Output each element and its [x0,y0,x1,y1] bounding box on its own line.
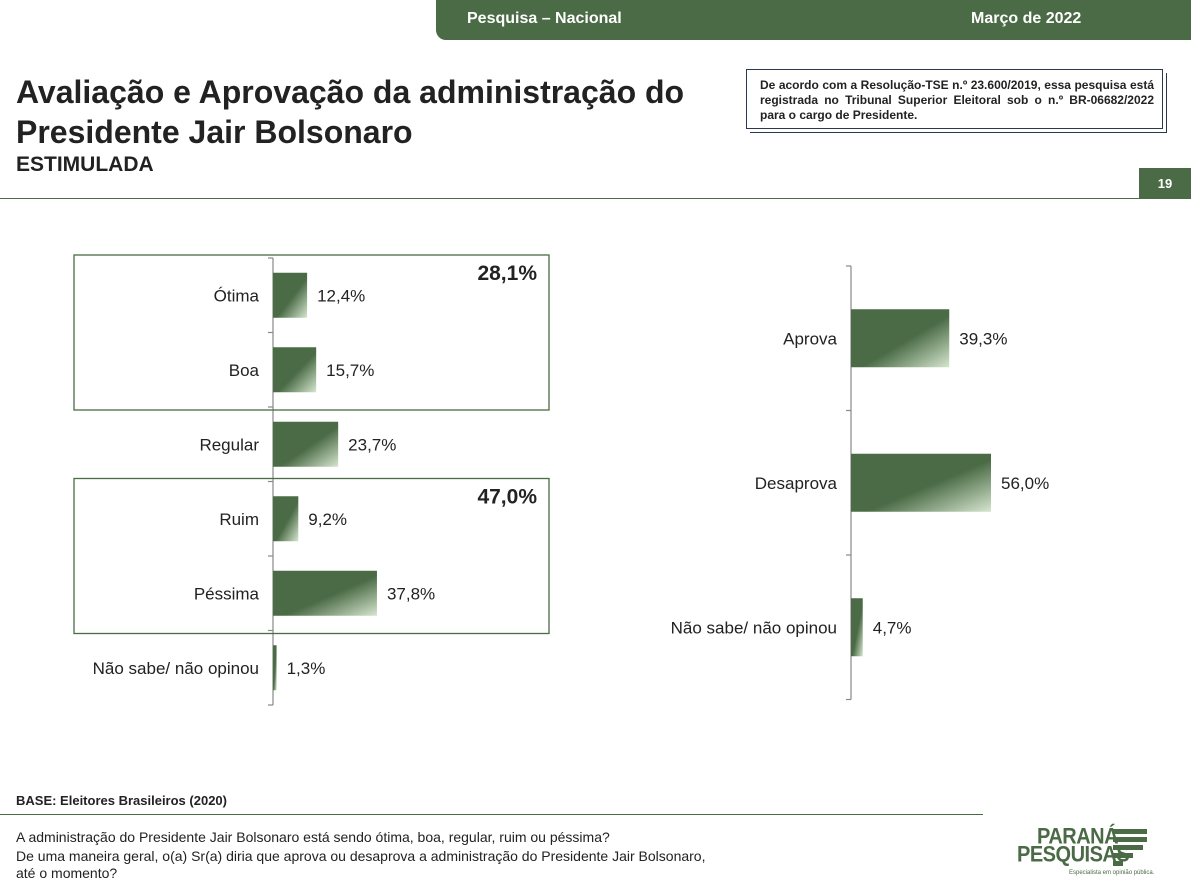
value-label-boa: 15,7% [326,361,374,380]
category-label-boa: Boa [229,361,260,380]
question-line-1: A administração do Presidente Jair Bolso… [16,829,610,845]
page-title: Avaliação e Aprovação da administração d… [16,74,685,150]
approval-chart: Aprova 39,3% Desaprova 56,0% Não sabe/ não o… [671,265,1049,701]
question-line-3: até o momento? [16,865,118,881]
bar-otima [273,272,308,318]
logo-line-2: PESQUISAS [1017,842,1130,868]
header-bar: Pesquisa – Nacional Março de 2022 [436,0,1191,40]
value-label-ruim: 9,2% [308,510,347,529]
category-label-nao-sabe-nao-opinou: Não sabe/ não opinou [671,618,837,637]
value-label-desaprova: 56,0% [1001,474,1049,493]
question-line-2: De uma maneira geral, o(a) Sr(a) diria q… [16,848,706,864]
group-box-2 [73,477,550,635]
logo-line-1: PARANÁ [1037,824,1119,850]
category-label-pessima: Péssima [194,584,260,603]
bar-regular [273,421,339,467]
tse-registration-notice: De acordo com a Resolução-TSE n.º 23.600… [746,69,1163,129]
logo-tagline: Especialista em opinião pública. [1069,870,1155,876]
bar-nao-sabe-nao-opinou [273,645,277,691]
value-label-nao-sabe-nao-opinou: 4,7% [873,618,912,637]
value-label-regular: 23,7% [348,435,396,454]
bar-ruim [273,496,299,542]
base-note: BASE: Eleitores Brasileiros (2020) [16,793,227,808]
category-label-nao-sabe-nao-opinou: Não sabe/ não opinou [93,659,259,678]
parana-pesquisas-logo: PARANÁ PESQUISAS Especialista em opinião… [1015,825,1155,885]
value-label-pessima: 37,8% [387,584,435,603]
value-label-nao-sabe-nao-opinou: 1,3% [287,659,326,678]
bar-nao-sabe-nao-opinou [851,598,863,657]
group-total-1: 28,1% [477,262,537,285]
category-label-otima: Ótima [214,286,260,305]
logo-stripes-icon [1113,829,1147,866]
header-divider [0,198,1191,199]
value-label-otima: 12,4% [317,286,365,305]
category-label-aprova: Aprova [783,329,837,348]
survey-date: Março de 2022 [971,10,1082,27]
bar-boa [273,347,317,393]
category-label-regular: Regular [199,435,259,454]
bar-pessima [273,570,377,616]
page-subtitle: ESTIMULADA [16,153,154,176]
evaluation-chart: Ótima 12,4% Boa 15,7% Regular 23,7% Ruim 9,2% Pé… [73,254,550,706]
page-number: 19 [1139,168,1191,199]
group-total-2: 47,0% [477,486,537,509]
survey-label: Pesquisa – Nacional [467,10,622,27]
group-box-1 [73,254,550,411]
footer-divider [0,814,983,815]
category-label-ruim: Ruim [219,510,259,529]
category-label-desaprova: Desaprova [755,474,838,493]
bar-aprova [851,309,950,368]
bar-desaprova [851,453,991,512]
value-label-aprova: 39,3% [959,329,1007,348]
